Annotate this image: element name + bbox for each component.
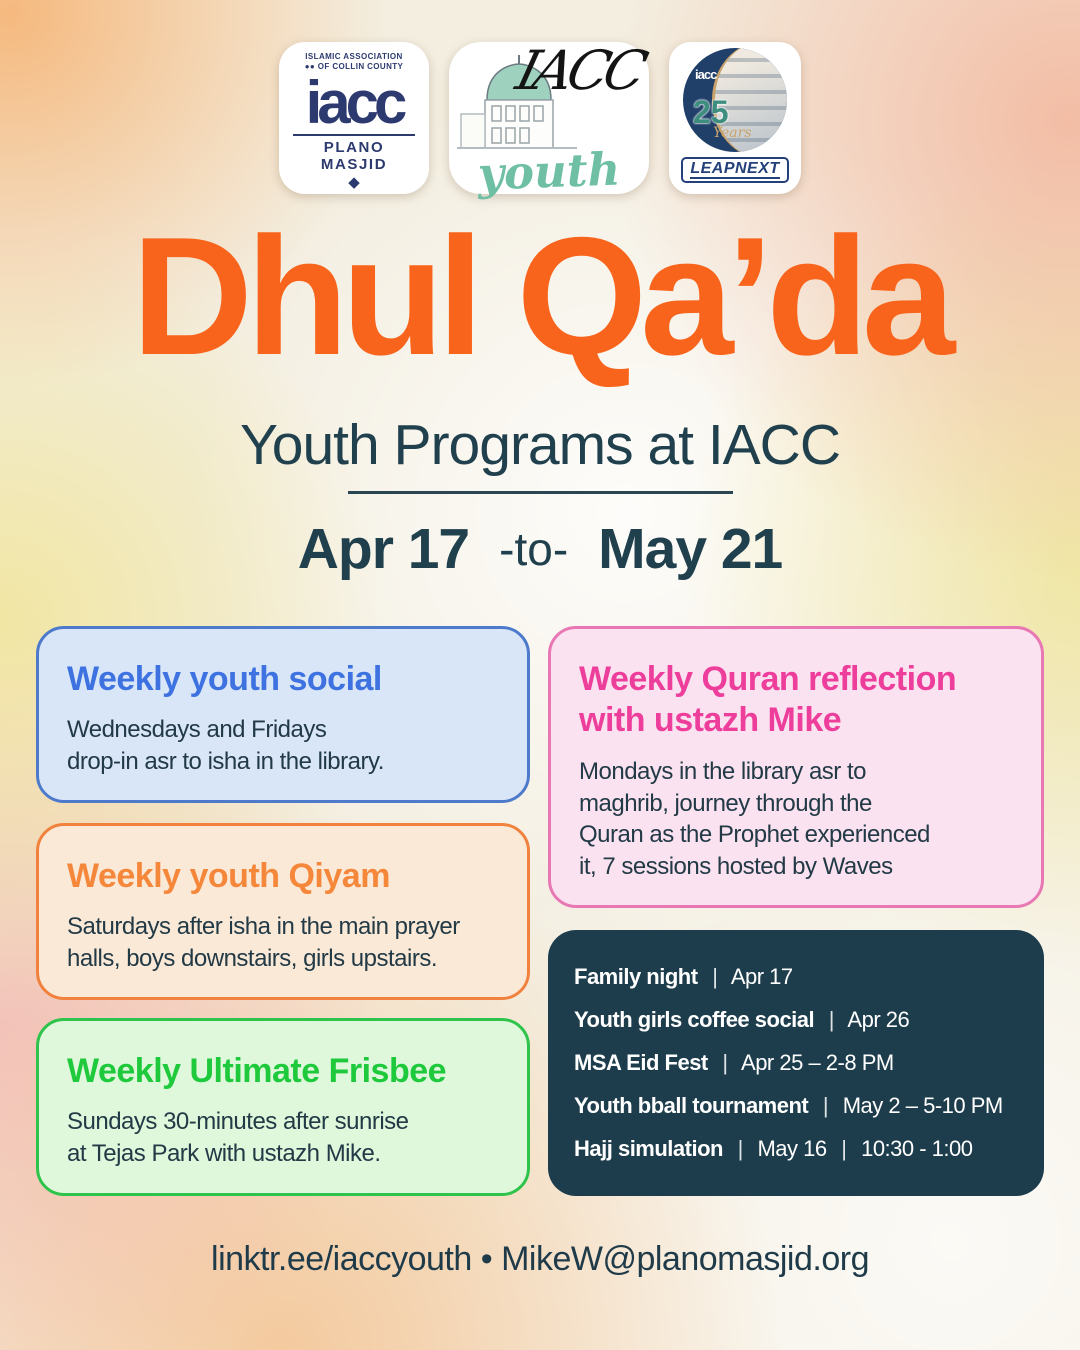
card-weekly-ultimate-frisbee: Weekly Ultimate Frisbee Sundays 30-minut… — [36, 1018, 530, 1196]
event-name: Family night — [574, 964, 698, 989]
event-detail: Apr 25 – 2-8 PM — [741, 1050, 894, 1075]
divider — [348, 491, 733, 494]
event-row-family-night: Family night | Apr 17 — [574, 955, 1018, 998]
event-detail: May 16 — [757, 1136, 827, 1161]
card-body: Mondays in the library asr to maghrib, j… — [579, 757, 930, 880]
card-title: Weekly youth Qiyam — [67, 857, 390, 895]
event-separator: | — [737, 1136, 744, 1161]
date-connector: -to- — [499, 523, 569, 575]
card-title: Weekly Ultimate Frisbee — [67, 1052, 447, 1090]
event-separator: | — [828, 1007, 835, 1032]
diamond-ornament-icon: ◆ — [348, 173, 360, 191]
plano-masjid-label: PLANO MASJID — [293, 133, 415, 173]
card-body: Wednesdays and Fridays drop-in asr to is… — [67, 716, 384, 776]
iacc-org-name: ISLAMIC ASSOCIATION ●● OF COLLIN COUNTY — [285, 52, 423, 73]
date-end: May 21 — [598, 517, 783, 581]
card-body: Saturdays after isha in the main prayer … — [67, 913, 460, 973]
event-separator: | — [722, 1050, 728, 1075]
leapnext-building-image — [712, 48, 787, 152]
iacc-org-line1: ISLAMIC ASSOCIATION — [305, 52, 403, 61]
iacc-youth-wordmark-bottom: youth — [476, 142, 622, 201]
leapnext-crescent-icon: iacc 25 Years — [683, 48, 787, 152]
card-weekly-youth-social: Weekly youth social Wednesdays and Frida… — [36, 626, 530, 803]
leapnext-25-label: 25 — [693, 94, 729, 130]
event-detail: May 2 – 5-10 PM — [842, 1093, 1004, 1118]
event-detail: 10:30 - 1:00 — [861, 1136, 973, 1161]
leapnext-name-label: LEAPNEXT — [690, 160, 780, 179]
event-name: Youth bball tournament — [574, 1093, 809, 1118]
event-row-hajj-simulation: Hajj simulation | May 16 | 10:30 - 1:00 — [574, 1127, 1018, 1170]
iacc-org-line2: ●● OF COLLIN COUNTY — [304, 62, 404, 72]
footer-contact: linktr.ee/iaccyouth • MikeW@planomasjid.… — [211, 1240, 869, 1278]
masjid-dome-icon — [457, 55, 577, 149]
event-name: Hajj simulation — [574, 1136, 723, 1161]
event-detail: Apr 17 — [730, 964, 793, 989]
card-title: Weekly Quran reflection with ustazh Mike — [579, 660, 957, 740]
card-weekly-quran-reflection: Weekly Quran reflection with ustazh Mike… — [548, 626, 1044, 908]
date-start: Apr 17 — [297, 517, 470, 581]
special-events-card: Family night | Apr 17 Youth girls coffee… — [548, 930, 1044, 1196]
event-row-msa-eid-fest: MSA Eid Fest | Apr 25 – 2-8 PM — [574, 1041, 1018, 1084]
event-detail: Apr 26 — [847, 1007, 910, 1032]
iacc-plano-masjid-logo: ISLAMIC ASSOCIATION ●● OF COLLIN COUNTY … — [279, 42, 429, 194]
iacc-youth-logo: IACC youth — [449, 39, 649, 200]
iacc-youth-wordmark-top: IACC — [510, 39, 649, 102]
event-row-bball-tournament: Youth bball tournament | May 2 – 5-10 PM — [574, 1084, 1018, 1127]
event-separator: | — [712, 964, 718, 989]
event-name: Youth girls coffee social — [574, 1007, 815, 1032]
logo-row: ISLAMIC ASSOCIATION ●● OF COLLIN COUNTY … — [0, 39, 1080, 200]
event-name: MSA Eid Fest — [574, 1050, 708, 1075]
event-row-girls-coffee-social: Youth girls coffee social | Apr 26 — [574, 998, 1018, 1041]
subtitle: Youth Programs at IACC — [239, 413, 841, 477]
event-separator: | — [822, 1093, 829, 1118]
leapnext-logo: iacc 25 Years LEAPNEXT — [669, 42, 801, 194]
page-title: Dhul Qa’da — [131, 202, 956, 390]
card-title: Weekly youth social — [67, 660, 382, 698]
iacc-wordmark: iacc — [305, 68, 408, 136]
card-body: Sundays 30-minutes after sunrise at Teja… — [67, 1108, 409, 1168]
card-weekly-youth-qiyam: Weekly youth Qiyam Saturdays after isha … — [36, 823, 530, 1000]
leapnext-mini-iacc: iacc — [695, 67, 717, 82]
leapnext-name-plate: LEAPNEXT — [681, 157, 789, 183]
date-range: Apr 17 -to- May 21 — [0, 516, 1080, 582]
event-separator: | — [841, 1136, 847, 1161]
leapnext-years-label: Years — [713, 125, 752, 141]
